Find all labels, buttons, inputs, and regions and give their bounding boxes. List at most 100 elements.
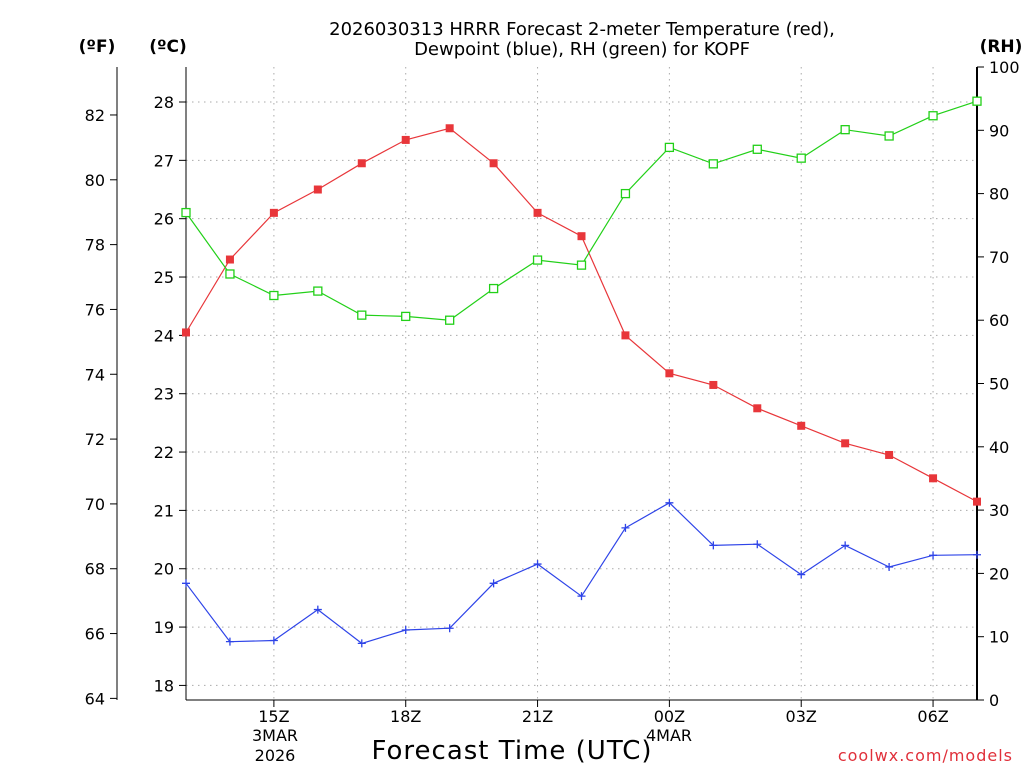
rh-unit-label: (RH) <box>980 37 1023 57</box>
fahrenheit-tick-label: 80 <box>85 171 105 190</box>
x-tick-label: 15Z <box>258 707 289 726</box>
temperature-point <box>225 255 234 264</box>
dewpoint-point <box>797 570 806 579</box>
rh-point <box>313 286 323 296</box>
dewpoint-point <box>665 498 674 507</box>
celsius-tick-label: 26 <box>154 210 174 229</box>
celsius-tick-label: 19 <box>154 618 174 637</box>
rh-point <box>972 96 982 106</box>
fahrenheit-tick-label: 82 <box>85 106 105 125</box>
date-label-start-day: 3MAR <box>252 726 298 745</box>
rh-point <box>269 290 279 301</box>
temperature-point <box>577 232 586 241</box>
rh-tick-label: 40 <box>989 438 1009 457</box>
rh-point <box>840 125 850 135</box>
dewpoint-point <box>269 636 278 645</box>
data-series <box>181 96 982 648</box>
rh-tick-label: 70 <box>989 248 1009 267</box>
x-tick-label: 00Z <box>654 707 685 726</box>
celsius-tick-label: 24 <box>154 326 174 345</box>
rh-point <box>752 144 762 154</box>
dewpoint-point <box>313 605 322 614</box>
fahrenheit-tick-label: 72 <box>85 430 105 449</box>
gridlines <box>186 67 977 700</box>
celsius-tick-label: 27 <box>154 151 174 170</box>
temperature-point <box>313 185 322 194</box>
dewpoint-point <box>401 625 410 634</box>
celsius-tick-label: 18 <box>154 676 174 695</box>
rh-point <box>664 142 675 153</box>
celsius-tick-label: 20 <box>154 560 174 579</box>
rh-tick-label: 80 <box>989 185 1009 204</box>
rh-point <box>488 283 499 294</box>
x-tick-label: 03Z <box>786 707 817 726</box>
temperature-point <box>973 497 981 506</box>
temperature-point <box>709 380 718 389</box>
dewpoint-point <box>533 560 542 569</box>
rh-tick-label: 10 <box>989 628 1009 647</box>
dewpoint-point <box>225 637 234 646</box>
celsius-tick-label: 22 <box>154 443 174 462</box>
temperature-point <box>533 208 542 217</box>
dewpoint-point <box>357 639 366 648</box>
fahrenheit-tick-label: 74 <box>85 365 105 384</box>
rh-tick-label: 60 <box>989 311 1009 330</box>
temperature-point <box>182 328 190 337</box>
chart-title-line-2: Dewpoint (blue), RH (green) for KOPF <box>414 39 750 60</box>
dewpoint-line <box>185 502 978 645</box>
credit-text: coolwx.com/models <box>838 746 1013 765</box>
tick-labels: 18 19 20 21 22 23 24 25 26 27 28 64 66 68 70 72 74 76 78 80… <box>85 58 1020 726</box>
rh-point <box>576 260 587 270</box>
date-label-start-year: 2026 <box>255 746 296 765</box>
temperature-point <box>753 404 762 413</box>
temperature-point <box>797 421 806 430</box>
rh-point <box>620 188 631 199</box>
dewpoint-point <box>885 562 894 571</box>
temperature-point <box>357 159 366 168</box>
rh-point <box>928 111 938 121</box>
temperature-point <box>401 135 410 144</box>
fahrenheit-unit-label: (ºF) <box>79 37 116 57</box>
temperature-point <box>665 369 674 378</box>
rh-point <box>445 315 455 325</box>
temperature-line <box>185 127 978 503</box>
date-label-next-day: 4MAR <box>646 726 692 745</box>
celsius-tick-label: 21 <box>154 501 174 520</box>
rh-point <box>225 269 235 279</box>
rh-point <box>401 311 411 322</box>
celsius-tick-label: 23 <box>154 385 174 404</box>
x-tick-label: 21Z <box>522 707 553 726</box>
fahrenheit-tick-label: 78 <box>85 236 105 255</box>
rh-line <box>185 100 978 321</box>
rh-tick-label: 90 <box>989 121 1009 140</box>
dewpoint-point <box>929 551 938 560</box>
dewpoint-point <box>182 579 190 588</box>
rh-tick-label: 30 <box>989 501 1009 520</box>
temperature-point <box>489 159 498 168</box>
dewpoint-point <box>489 579 498 588</box>
temperature-point <box>929 474 938 483</box>
fahrenheit-tick-label: 64 <box>85 689 105 708</box>
rh-point <box>708 159 718 169</box>
dewpoint-point <box>841 541 850 550</box>
rh-tick-label: 100 <box>989 58 1020 77</box>
celsius-tick-label: 28 <box>154 93 174 112</box>
rh-point <box>884 131 894 141</box>
dewpoint-point <box>753 540 762 549</box>
temperature-point <box>445 124 454 133</box>
rh-point <box>181 207 191 218</box>
rh-point <box>357 310 367 320</box>
x-tick-label: 06Z <box>917 707 948 726</box>
rh-tick-label: 20 <box>989 564 1009 583</box>
fahrenheit-tick-label: 68 <box>85 560 105 579</box>
rh-point <box>796 153 806 163</box>
celsius-unit-label: (ºC) <box>149 37 187 57</box>
dewpoint-point <box>621 523 630 532</box>
chart-title-line-1: 2026030313 HRRR Forecast 2-meter Tempera… <box>329 19 835 40</box>
dewpoint-point <box>445 624 454 633</box>
temperature-point <box>621 331 630 340</box>
temperature-point <box>269 208 278 217</box>
dewpoint-point <box>709 541 718 550</box>
fahrenheit-tick-label: 76 <box>85 300 105 319</box>
